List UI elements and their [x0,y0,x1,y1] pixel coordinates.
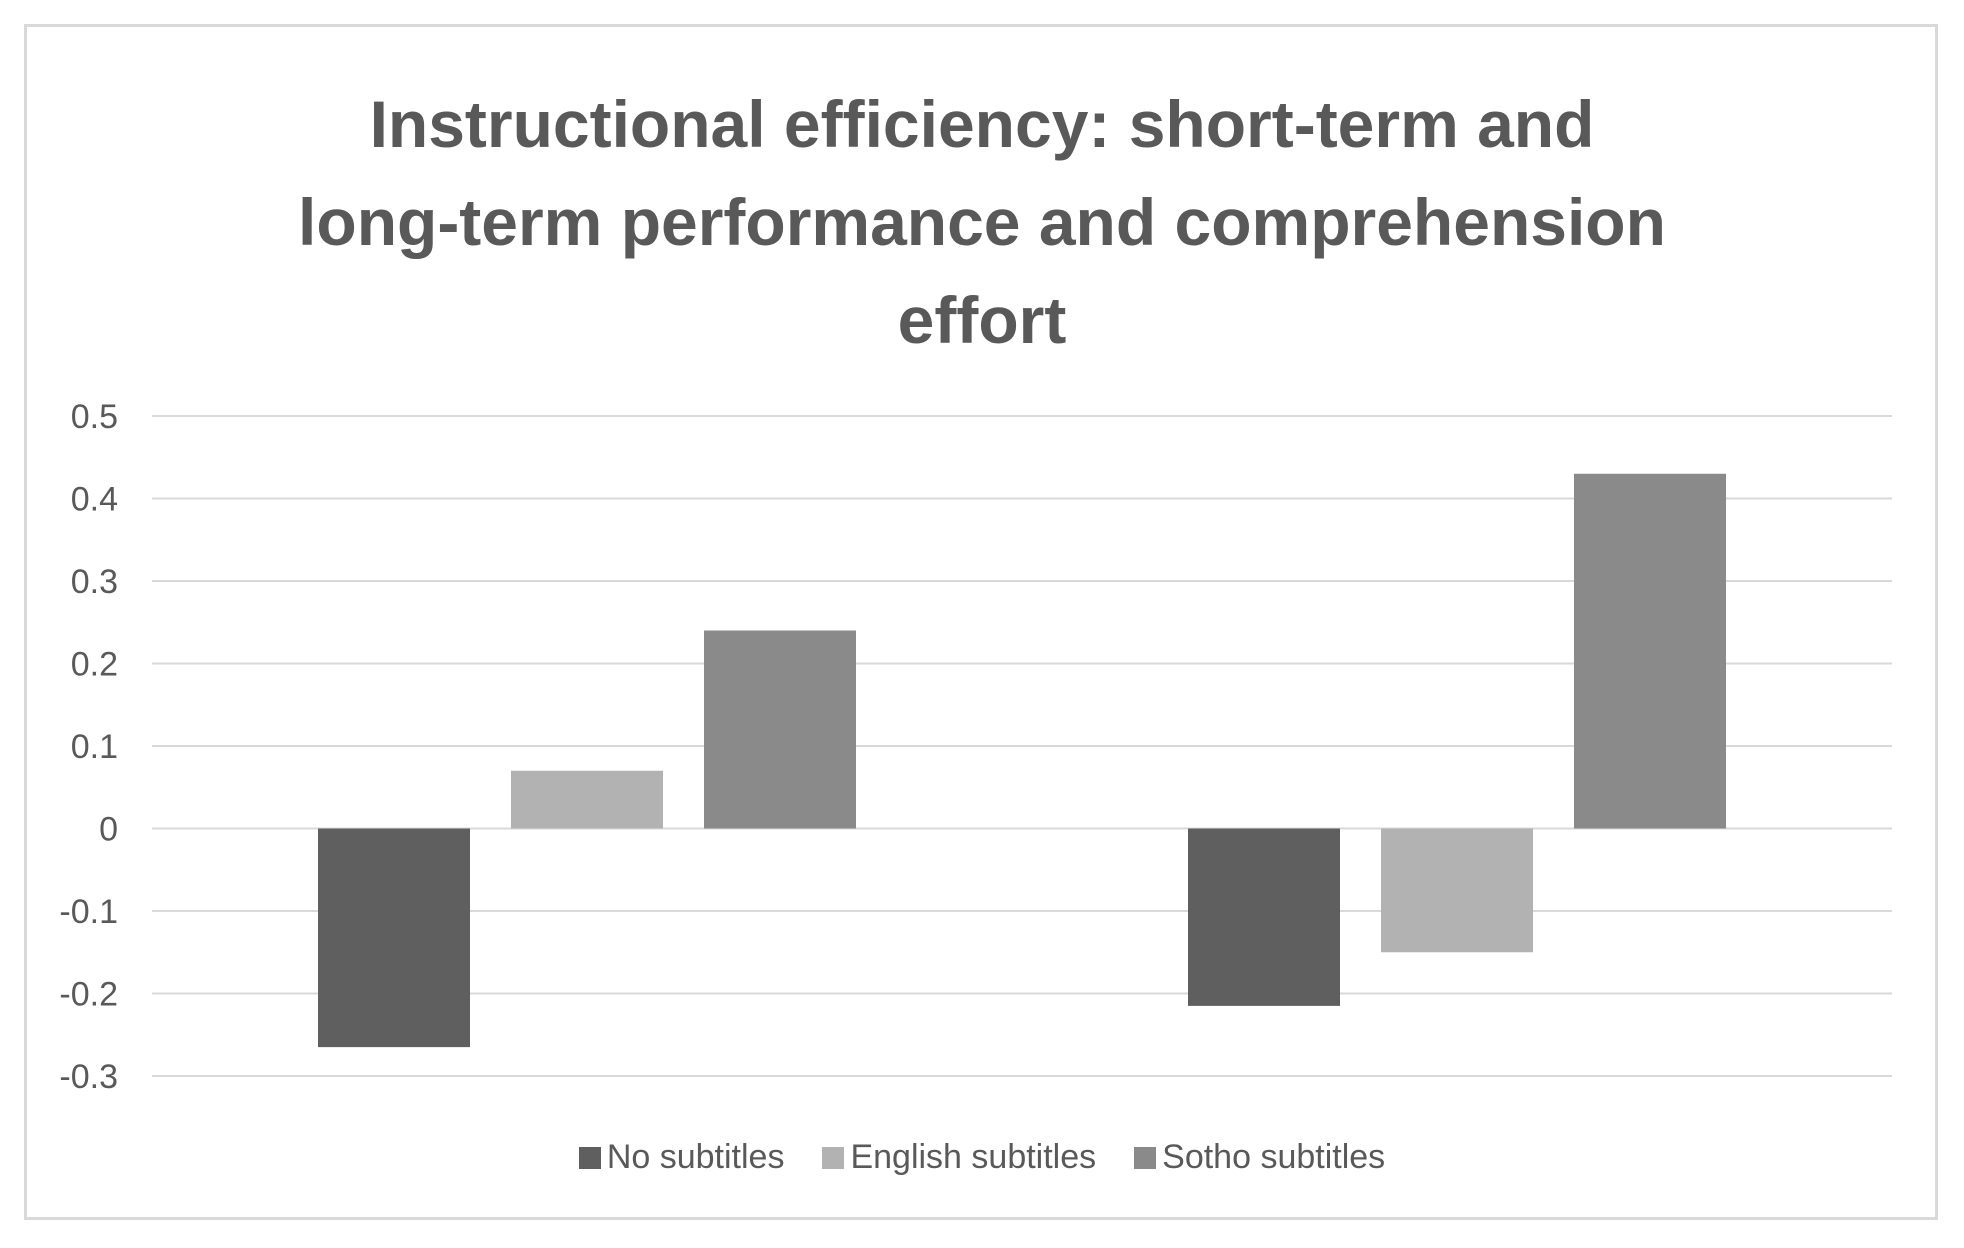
legend-label: English subtitles [850,1138,1097,1176]
chart-title-line-3: effort [897,283,1067,357]
y-tick-label: 0 [99,811,118,849]
y-tick-label: -0.2 [59,976,118,1014]
y-tick-label: -0.3 [59,1058,118,1096]
chart-title-line-2: long-term performance and comprehension [298,185,1666,259]
y-tick-label: -0.1 [59,893,118,931]
bar-no-subtitles-long-term [1188,828,1340,1006]
legend: No subtitles English subtitles Sotho subti… [0,1138,1964,1177]
legend-label: Sotho subtitles [1162,1138,1386,1176]
bars [318,473,1726,1048]
bar-sotho-subtitles-long-term [1574,473,1726,829]
legend-swatch [578,1146,601,1169]
legend-item: English subtitles [822,1138,1096,1177]
bar-sotho-subtitles-short-term [704,630,856,829]
bar-english-subtitles-short-term [511,770,663,829]
y-tick-label: 0.4 [71,481,118,519]
y-tick-label: 0.1 [71,728,118,766]
y-axis-tick-labels: 0.5 0.4 0.3 0.2 0.1 0 -0.1 -0.2 -0.3 [59,398,118,1096]
chart-title: Instructional efficiency: short-term and… [0,75,1964,369]
legend-item: No subtitles [578,1138,785,1177]
y-tick-label: 0.5 [71,398,118,436]
legend-label: No subtitles [606,1138,785,1176]
legend-swatch [1134,1146,1157,1169]
bar-no-subtitles-short-term [318,828,470,1048]
y-tick-label: 0.3 [71,563,118,601]
bar-english-subtitles-long-term [1381,828,1533,953]
chart-title-line-1: Instructional efficiency: short-term and [369,87,1595,161]
y-tick-label: 0.2 [71,646,118,684]
legend-item: Sotho subtitles [1134,1138,1385,1177]
legend-swatch [822,1146,845,1169]
